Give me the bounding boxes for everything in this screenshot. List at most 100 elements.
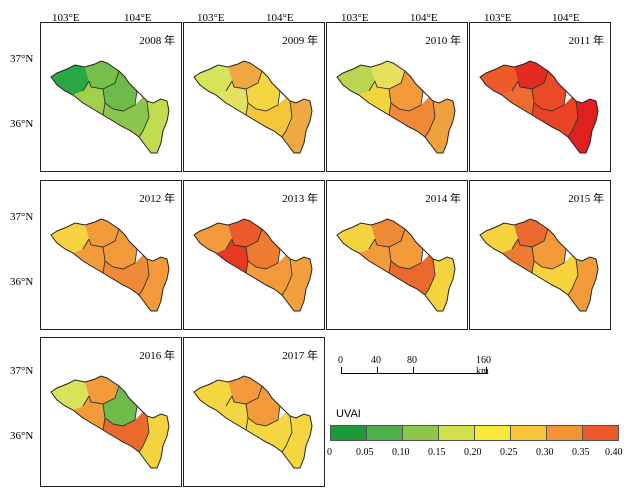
legend-tick: 0.05 (356, 447, 374, 458)
subregion-5 (280, 406, 312, 468)
district-boundary (388, 246, 424, 270)
district-boundary (388, 102, 392, 116)
subregion-4 (103, 97, 149, 137)
district-boundary (531, 102, 535, 116)
subregion-1 (85, 376, 119, 404)
district-boundary (511, 80, 519, 92)
subregion-1 (228, 61, 262, 89)
subregion-5 (566, 249, 598, 311)
year-label: 2012 年 (139, 193, 175, 205)
map-panel-2015: 2015 年 (469, 180, 611, 330)
legend-tick: 0.30 (536, 447, 554, 458)
scale-bar: 0 40 80 160 km (336, 355, 496, 385)
subregion-3 (389, 229, 423, 269)
legend-color-0 (330, 425, 367, 441)
legend-color-3 (438, 425, 475, 441)
district-boundary (511, 238, 519, 250)
subregion-2 (359, 239, 391, 273)
district-boundary (102, 102, 106, 116)
region-map (479, 218, 599, 312)
subregion-4 (532, 255, 578, 295)
lat-label-37: 37°N (10, 53, 34, 65)
scale-label-80: 80 (407, 355, 417, 366)
subregion-2 (216, 81, 248, 115)
region-outline (479, 60, 599, 154)
subregion-4 (246, 255, 292, 295)
year-label: 2015 年 (568, 193, 604, 205)
lon-label-104: 104°E (266, 12, 294, 24)
year-label: 2008 年 (139, 35, 175, 47)
scale-label-0: 0 (338, 355, 343, 366)
region-map (193, 375, 313, 469)
region-outline (193, 218, 313, 312)
subregion-3 (246, 386, 280, 426)
map-panel-2017: 2017 年 (183, 337, 325, 487)
subregion-4 (389, 97, 435, 137)
legend-tick: 0.35 (572, 447, 590, 458)
district-boundary (424, 258, 436, 296)
legend-tick: 0.40 (605, 447, 623, 458)
subregion-5 (280, 91, 312, 153)
subregion-3 (103, 71, 137, 111)
region-outline (193, 375, 313, 469)
district-boundary (388, 260, 392, 274)
year-label: 2017 年 (282, 350, 318, 362)
subregion-5 (137, 91, 169, 153)
legend-title: UVAI (336, 408, 361, 420)
legend-tick: 0.10 (392, 447, 410, 458)
subregion-2 (502, 81, 534, 115)
district-boundary (82, 238, 90, 250)
subregion-5 (137, 406, 169, 468)
subregion-1 (371, 61, 405, 89)
subregion-3 (246, 229, 280, 269)
lat-label-36: 36°N (10, 118, 34, 130)
district-boundary (225, 80, 233, 92)
subregion-5 (423, 91, 455, 153)
map-panel-2013: 2013 年 (183, 180, 325, 330)
district-boundary (281, 415, 293, 453)
district-boundary (245, 403, 281, 427)
subregion-3 (103, 386, 137, 426)
district-boundary (102, 403, 138, 427)
region-outline (336, 218, 456, 312)
region-outline (50, 60, 170, 154)
lon-label-104: 104°E (124, 12, 152, 24)
region-map (479, 60, 599, 154)
year-label: 2013 年 (282, 193, 318, 205)
subregion-2 (73, 239, 105, 273)
district-boundary (138, 258, 150, 296)
district-boundary (225, 395, 233, 407)
lon-label-104: 104°E (552, 12, 580, 24)
scale-label-160: 160 km (476, 355, 491, 377)
subregion-1 (85, 219, 119, 247)
legend-tick: 0.25 (500, 447, 518, 458)
district-boundary (102, 417, 106, 431)
legend-color-4 (474, 425, 511, 441)
year-label: 2009 年 (282, 35, 318, 47)
district-boundary (245, 417, 249, 431)
subregion-1 (371, 219, 405, 247)
lon-label-103: 103°E (197, 12, 225, 24)
map-panel-2014: 2014 年 (326, 180, 468, 330)
region-map (336, 218, 456, 312)
subregion-4 (103, 255, 149, 295)
legend-color-7 (582, 425, 619, 441)
subregion-3 (246, 71, 280, 111)
legend-tick: 0.15 (428, 447, 446, 458)
region-map (50, 218, 170, 312)
scale-tick (341, 367, 342, 374)
subregion-1 (228, 376, 262, 404)
subregion-2 (502, 239, 534, 273)
district-boundary (567, 100, 579, 138)
subregion-2 (216, 239, 248, 273)
region-map (193, 218, 313, 312)
district-boundary (102, 246, 138, 270)
subregion-4 (103, 412, 149, 452)
district-boundary (82, 80, 90, 92)
subregion-5 (566, 91, 598, 153)
scale-tick (413, 367, 414, 374)
region-map (50, 375, 170, 469)
subregion-3 (532, 71, 566, 111)
region-map (193, 60, 313, 154)
district-boundary (368, 238, 376, 250)
